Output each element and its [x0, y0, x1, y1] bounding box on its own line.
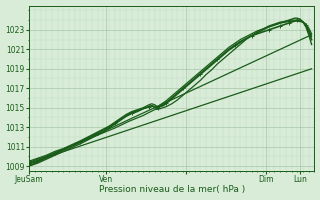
X-axis label: Pression niveau de la mer( hPa ): Pression niveau de la mer( hPa ): [99, 185, 245, 194]
